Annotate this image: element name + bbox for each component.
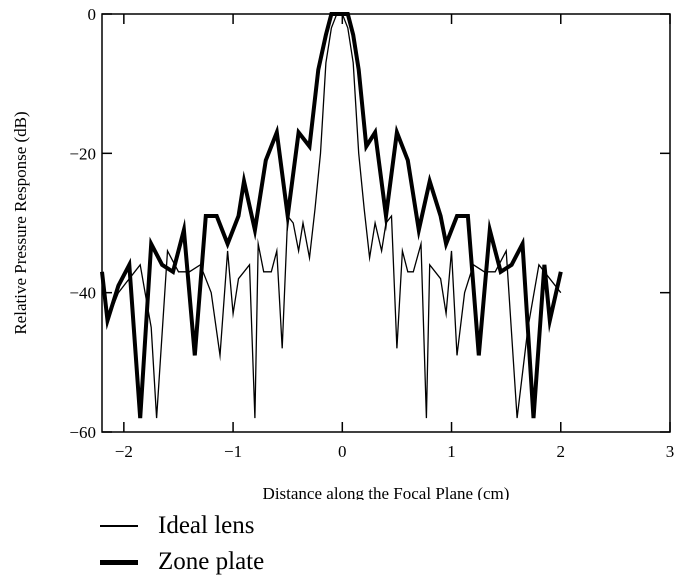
x-tick-label: 2 [557, 442, 566, 461]
plot-frame [101, 13, 671, 433]
series-line-zone-plate [100, 12, 563, 419]
legend-item-ideal-lens: Ideal lens [100, 508, 264, 544]
legend-swatch-ideal-lens [100, 525, 138, 527]
legend-label-zone-plate: Zone plate [158, 548, 265, 575]
y-tick-label: 0 [88, 5, 97, 24]
chart: −2 −1 0 1 2 3 0 −20 −40 −60 Distance along the Fo… [11, 5, 674, 500]
x-tick-label: 0 [338, 442, 347, 461]
x-tick-label: −2 [115, 442, 133, 461]
y-tick-label: −40 [69, 284, 96, 303]
y-tick-label: −20 [69, 144, 96, 163]
y-axis-title: Relative Pressure Response (dB) [11, 111, 30, 334]
legend-label-ideal-lens: Ideal lens [158, 512, 255, 539]
legend-swatch-zone-plate [100, 559, 138, 565]
series-layer [100, 12, 563, 419]
x-tick-label: 3 [666, 442, 675, 461]
x-tick-label: −1 [224, 442, 242, 461]
x-tick-label: 1 [447, 442, 456, 461]
legend: Ideal lens Zone plate [100, 508, 264, 580]
x-axis-title: Distance along the Focal Plane (cm) [263, 484, 510, 500]
tick-labels: −2 −1 0 1 2 3 0 −20 −40 −60 [69, 5, 674, 461]
legend-item-zone-plate: Zone plate [100, 544, 264, 580]
series-line-ideal-lens [101, 13, 562, 419]
y-tick-label: −60 [69, 423, 96, 442]
